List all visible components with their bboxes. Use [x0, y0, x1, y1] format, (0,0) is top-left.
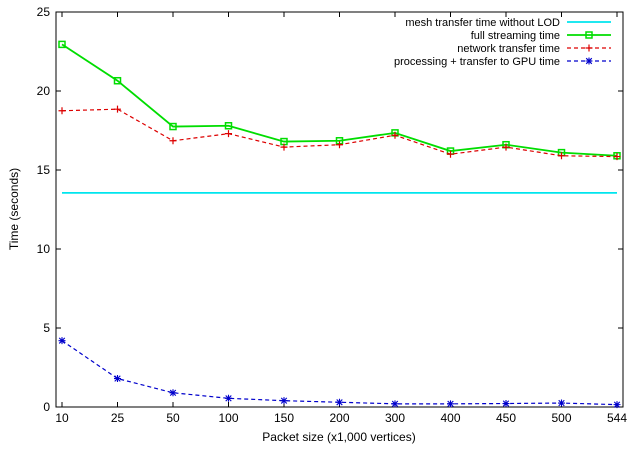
legend-label: mesh transfer time without LOD — [405, 17, 560, 29]
y-axis-label: Time (seconds) — [7, 168, 21, 250]
y-tick-label: 15 — [37, 163, 51, 177]
data-point — [58, 107, 66, 115]
data-point — [225, 394, 232, 402]
data-point — [169, 137, 177, 145]
data-point — [280, 397, 288, 405]
series-line — [61, 340, 618, 406]
data-point — [169, 122, 177, 131]
data-point — [113, 76, 122, 85]
series-layer — [58, 40, 621, 409]
series-line — [61, 43, 618, 157]
data-point — [558, 152, 565, 160]
data-point — [225, 130, 232, 138]
y-tick-label: 10 — [37, 242, 51, 256]
plot-frame — [55, 11, 624, 408]
data-point — [502, 143, 510, 151]
data-point — [447, 400, 454, 408]
data-point — [114, 105, 121, 113]
data-point — [58, 40, 66, 49]
series-2 — [58, 105, 621, 161]
y-tick-label: 25 — [37, 5, 51, 19]
data-point — [558, 399, 565, 407]
x-tick-label: 100 — [218, 411, 238, 425]
data-point — [585, 31, 593, 39]
x-tick-label: 300 — [385, 411, 405, 425]
legend-label: network transfer time — [457, 43, 560, 55]
series-3 — [58, 337, 621, 409]
x-tick-label: 200 — [329, 411, 349, 425]
x-tick-label: 544 — [607, 411, 627, 425]
legend-label: processing + transfer to GPU time — [394, 56, 560, 68]
x-tick-label: 10 — [55, 411, 69, 425]
x-tick-label: 25 — [111, 411, 125, 425]
x-tick-label: 500 — [551, 411, 571, 425]
data-point — [447, 150, 454, 158]
x-axis-label: Packet size (x1,000 vertices) — [262, 430, 415, 444]
legend-label: full streaming time — [471, 30, 560, 42]
data-point — [585, 44, 593, 52]
data-point — [224, 122, 233, 130]
data-point — [58, 337, 66, 345]
data-point — [585, 57, 593, 65]
y-tick-label: 0 — [43, 400, 50, 414]
x-tick-label: 450 — [496, 411, 516, 425]
data-point — [169, 389, 177, 397]
x-tick-label: 400 — [440, 411, 460, 425]
data-point — [336, 398, 343, 406]
y-tick-label: 20 — [37, 84, 51, 98]
y-tick-label: 5 — [43, 321, 50, 335]
x-tick-label: 50 — [166, 411, 180, 425]
data-point — [613, 401, 621, 409]
data-point — [114, 375, 121, 383]
data-point — [336, 141, 343, 149]
data-point — [613, 153, 621, 161]
data-point — [280, 143, 288, 151]
axis-ticks: 0 5 10 15 20 25 10 25 50 100 150 200 300 400 450 500 544 — [37, 5, 628, 425]
x-tick-label: 150 — [274, 411, 294, 425]
data-point — [391, 131, 399, 139]
data-point — [391, 400, 399, 408]
data-point — [502, 400, 510, 408]
